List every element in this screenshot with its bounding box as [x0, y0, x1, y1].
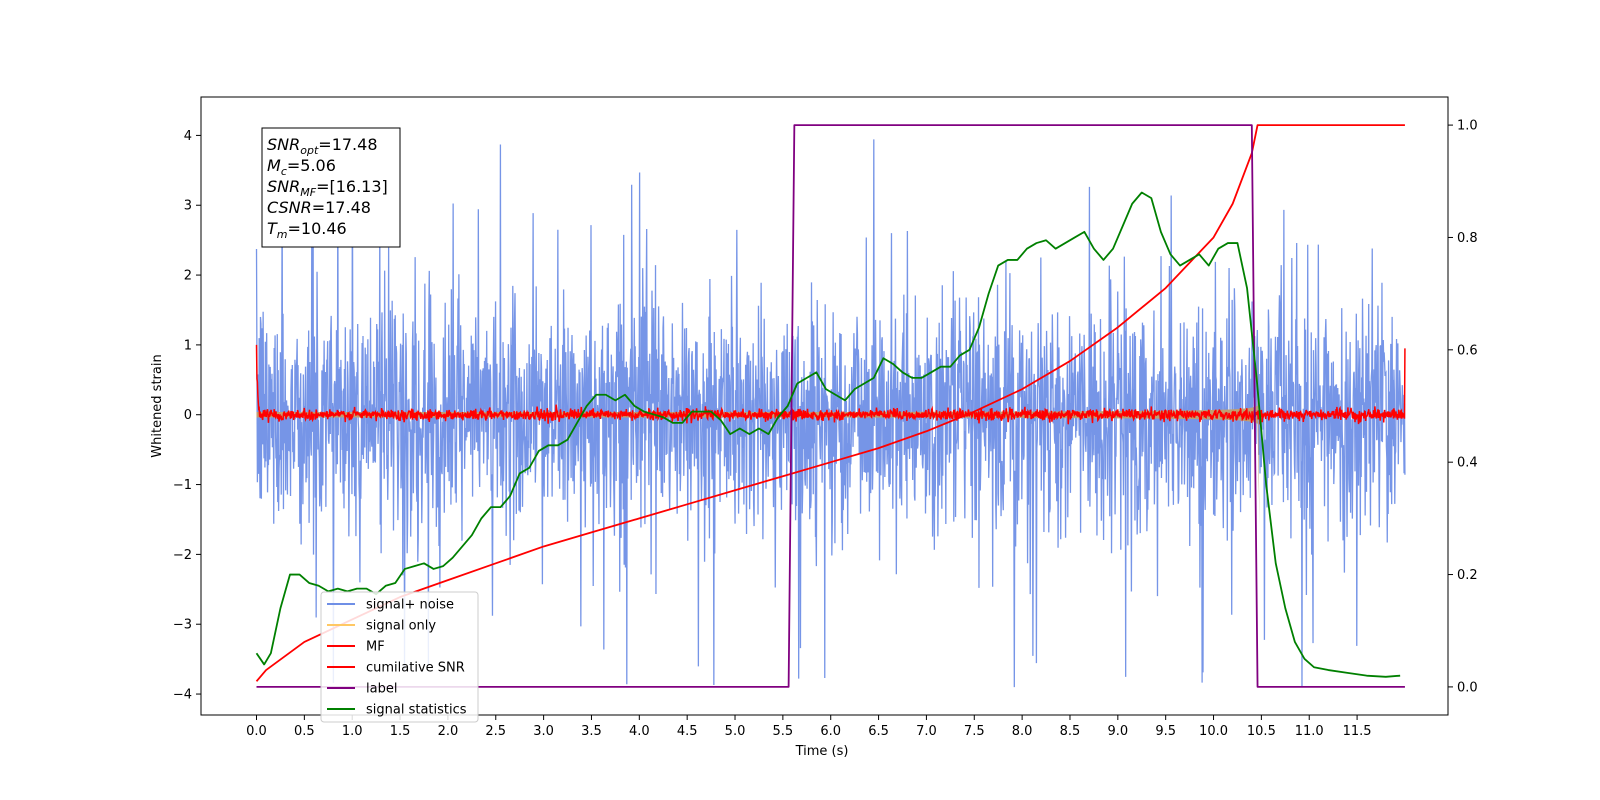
y-tick-label: −3: [173, 618, 192, 633]
y-tick-label: 2: [184, 269, 192, 284]
x-tick-label: 7.5: [964, 724, 985, 739]
y2-axis-right: 0.0 0.2 0.4 0.6 0.8 1.0: [1448, 119, 1478, 695]
y2-tick-label: 0.8: [1457, 231, 1478, 246]
x-tick-label: 4.5: [677, 724, 698, 739]
series-label-line: [256, 124, 1405, 688]
y2-tick-label: 0.4: [1457, 456, 1478, 471]
x-tick-label: 7.0: [916, 724, 937, 739]
x-tick-label: 11.5: [1343, 724, 1372, 739]
stats-line-symbol: T: [267, 219, 278, 238]
x-tick-label: 0.5: [294, 724, 315, 739]
legend-label: signal only: [366, 619, 436, 634]
stats-line-value: =17.48: [318, 135, 377, 154]
series-signal-noise-line: [255, 136, 1406, 688]
legend-label: label: [366, 682, 397, 697]
stats-line-symbol: M: [267, 156, 281, 175]
legend-item-signal-noise: signal+ noise: [327, 598, 454, 613]
x-tick-label: 6.5: [868, 724, 889, 739]
x-tick-label: 9.5: [1155, 724, 1176, 739]
x-tick-label: 1.0: [342, 724, 363, 739]
stats-line-subscript: c: [281, 165, 287, 178]
legend: signal+ noise signal only MF cumilative SNR…: [320, 591, 479, 723]
y-tick-label: 0: [184, 408, 192, 423]
y-tick-label: 1: [184, 338, 192, 353]
x-tick-label: 10.5: [1247, 724, 1276, 739]
y2-tick-label: 0.2: [1457, 568, 1478, 583]
y-tick-label: −4: [173, 688, 192, 703]
stats-line-symbol: CSNR: [267, 198, 312, 217]
x-axis-label: Time (s): [795, 744, 849, 759]
x-tick-label: 0.0: [246, 724, 267, 739]
series-mf-line: [255, 344, 1406, 425]
legend-label: cumilative SNR: [366, 661, 465, 676]
stats-line-value: =17.48: [312, 198, 371, 217]
x-tick-label: 2.0: [438, 724, 459, 739]
x-tick-label: 11.0: [1295, 724, 1324, 739]
series-cumilative-snr-line: [255, 124, 1405, 682]
stats-line: Mc=5.06: [267, 156, 336, 178]
y2-tick-label: 1.0: [1457, 119, 1478, 134]
stats-line-symbol: SNR: [267, 177, 300, 196]
stats-box-frame: [261, 127, 401, 248]
x-tick-label: 10.0: [1199, 724, 1228, 739]
y-axis-label: Whitened strain: [150, 354, 165, 457]
x-axis: 0.0 0.5 1.0 1.5 2.0 2.5 3.0 3.5 4.0 4.5 5.0 5.5 6.0 6…: [246, 715, 1372, 739]
legend-item-label: label: [327, 682, 397, 697]
stats-line-value: =[16.13]: [316, 177, 388, 196]
legend-item-signal-only: signal only: [327, 619, 436, 634]
x-tick-label: 3.5: [581, 724, 602, 739]
x-tick-label: 8.0: [1012, 724, 1033, 739]
y-tick-label: 4: [184, 129, 192, 144]
x-tick-label: 9.0: [1107, 724, 1128, 739]
legend-label: MF: [366, 640, 385, 655]
stats-line: SNRMF=[16.13]: [267, 177, 388, 199]
legend-label: signal+ noise: [366, 598, 454, 613]
legend-label: signal statistics: [366, 703, 467, 718]
stats-line: SNRopt=17.48: [267, 135, 378, 157]
stats-line-value: =10.46: [288, 219, 347, 238]
x-tick-label: 5.0: [725, 724, 746, 739]
x-tick-label: 4.0: [629, 724, 650, 739]
stats-line: Tm=10.46: [267, 219, 347, 241]
stats-line: CSNR=17.48: [267, 198, 371, 217]
x-tick-label: 2.5: [485, 724, 506, 739]
y2-tick-label: 0.6: [1457, 343, 1478, 358]
legend-item-signal-statistics: signal statistics: [327, 703, 467, 718]
legend-item-cumilative-snr: cumilative SNR: [327, 661, 465, 676]
stats-line-subscript: m: [277, 228, 288, 241]
stats-line-symbol: SNR: [267, 135, 300, 154]
stats-line-subscript: MF: [300, 186, 316, 199]
y-tick-label: 3: [184, 199, 192, 214]
x-tick-label: 1.5: [390, 724, 411, 739]
y-axis: −4 −3 −2 −1 0 1 2 3 4: [173, 129, 201, 703]
series-signal-statistics-line: [255, 191, 1401, 678]
y-tick-label: −2: [173, 548, 192, 563]
x-tick-label: 8.5: [1060, 724, 1081, 739]
y2-tick-label: 0.0: [1457, 680, 1478, 695]
x-tick-label: 5.5: [773, 724, 794, 739]
legend-frame: [320, 591, 479, 723]
plot-frame: [200, 96, 1449, 716]
x-tick-label: 3.0: [533, 724, 554, 739]
stats-annotation-box: SNRopt=17.48Mc=5.06SNRMF=[16.13]CSNR=17.…: [261, 127, 401, 248]
x-tick-label: 6.0: [820, 724, 841, 739]
stats-line-subscript: opt: [300, 144, 319, 157]
legend-item-mf: MF: [327, 640, 385, 655]
y-tick-label: −1: [173, 478, 192, 493]
stats-line-value: =5.06: [287, 156, 336, 175]
data-layer: [255, 124, 1406, 688]
